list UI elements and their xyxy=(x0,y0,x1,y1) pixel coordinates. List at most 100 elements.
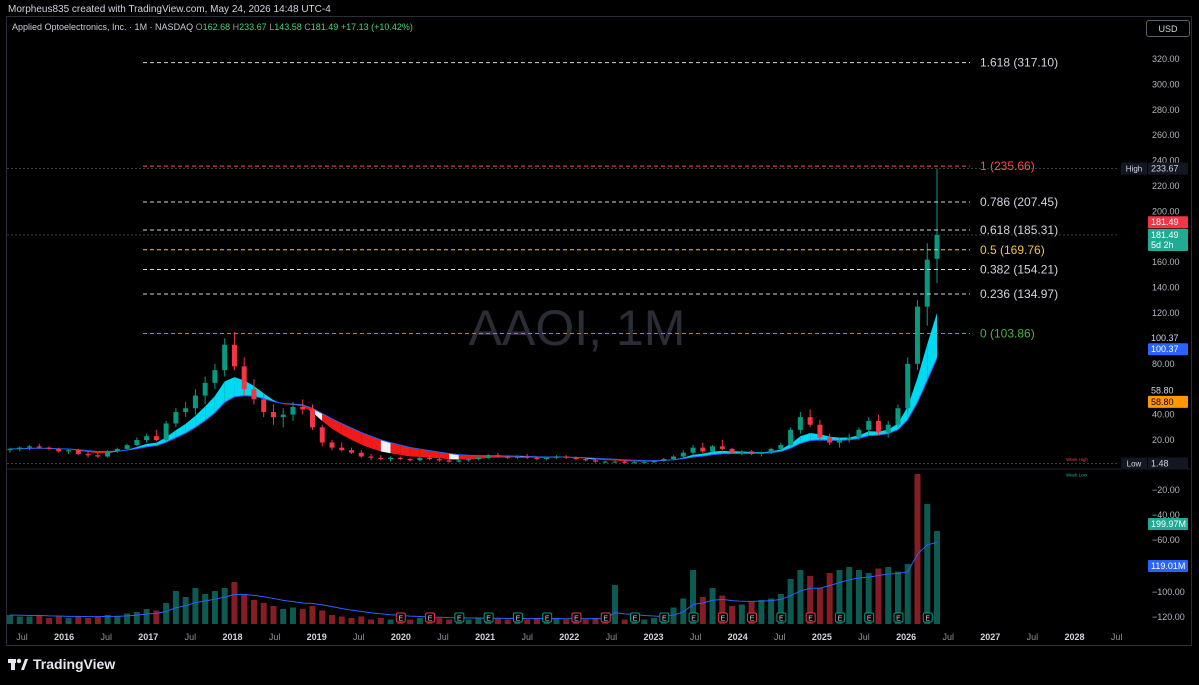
time-axis-label: 2027 xyxy=(980,632,1000,642)
candle-body xyxy=(710,446,716,452)
candle-body xyxy=(75,450,81,454)
earnings-marker-label: E xyxy=(896,616,901,623)
ema-ribbon-segment xyxy=(390,442,401,455)
axis-badge xyxy=(1148,331,1188,344)
tradingview-logo[interactable]: TradingView xyxy=(8,656,115,672)
volume-bar xyxy=(875,568,882,624)
axis-badge-value: 58.80 xyxy=(1151,386,1174,396)
earnings-marker-label: E xyxy=(398,616,403,623)
candle-body xyxy=(300,406,306,410)
earnings-marker-icon xyxy=(425,612,436,623)
volume-bar xyxy=(934,531,940,624)
candle-body xyxy=(700,447,706,452)
earnings-marker-label: E xyxy=(691,616,696,623)
volume-bar xyxy=(504,619,511,624)
volume-bar xyxy=(377,618,384,624)
time-axis-label: Jul xyxy=(690,632,702,642)
candle-body xyxy=(602,461,608,463)
candle-body xyxy=(690,447,696,453)
axis-badge-value: 5d 2h xyxy=(1151,240,1174,250)
axis-badge xyxy=(1148,384,1188,397)
axis-badge-tag xyxy=(1121,162,1147,175)
ema-ribbon-segment xyxy=(400,445,411,457)
time-axis-label: Jul xyxy=(606,632,618,642)
candle-body xyxy=(27,446,33,448)
volume-bar xyxy=(163,603,170,624)
fib-level-label: 0.382 (154.21) xyxy=(980,263,1058,277)
volume-bar xyxy=(231,582,238,624)
ema-ribbon-segment xyxy=(458,454,469,460)
small-marker-label: Week High xyxy=(1066,457,1088,462)
volume-bar xyxy=(299,609,306,624)
volume-bar xyxy=(329,615,336,624)
candle-body xyxy=(758,452,764,454)
earnings-marker-icon xyxy=(893,612,904,623)
footer xyxy=(0,648,1199,685)
candle-body xyxy=(866,420,872,430)
candle-body xyxy=(788,429,794,446)
volume-bar xyxy=(75,616,82,624)
earnings-marker-icon xyxy=(395,612,406,623)
volume-bar xyxy=(758,600,765,624)
price-tick-label: 80.00 xyxy=(1152,359,1175,369)
earnings-marker-icon xyxy=(834,612,845,623)
ema-ribbon-segment xyxy=(371,436,381,452)
price-tick-label: 120.00 xyxy=(1152,308,1180,318)
volume-bar xyxy=(85,618,92,624)
volume-bar xyxy=(777,594,784,624)
volume-bar xyxy=(36,615,43,624)
candle-body xyxy=(388,457,394,460)
earnings-marker-label: E xyxy=(457,616,462,623)
time-axis-label: Jul xyxy=(1111,632,1123,642)
ema-ribbon-segment xyxy=(361,432,372,449)
candle-body xyxy=(192,395,198,409)
volume-bar xyxy=(475,618,482,624)
fib-level-label: 0.236 (134.97) xyxy=(980,287,1058,301)
earnings-marker-label: E xyxy=(838,616,843,623)
volume-bar xyxy=(153,610,160,624)
earnings-marker-icon xyxy=(454,612,465,623)
candle-body xyxy=(46,447,52,449)
low-label: L xyxy=(269,22,275,32)
axis-badge-value: 181.49 xyxy=(1151,230,1179,240)
ema-ribbon-segment xyxy=(683,454,694,459)
earnings-marker-label: E xyxy=(486,616,491,623)
candle-body xyxy=(17,447,23,449)
candle-body xyxy=(202,382,208,396)
candle-body xyxy=(85,453,91,456)
candle-body xyxy=(778,445,784,449)
candle-body xyxy=(251,389,257,400)
candle-body xyxy=(739,451,745,453)
volume-bar xyxy=(104,615,111,624)
open-value: 162.68 xyxy=(202,22,231,32)
fib-level-label: 1 (235.66) xyxy=(980,159,1035,173)
time-axis-label: Jul xyxy=(942,632,954,642)
volume-bar xyxy=(690,570,697,624)
candle-body xyxy=(349,450,355,453)
time-axis-label: 2019 xyxy=(307,632,327,642)
volume-bar xyxy=(124,613,131,624)
high-label: H xyxy=(232,22,240,32)
candle-body xyxy=(729,448,735,453)
candle-body xyxy=(329,442,335,448)
symbol-name: Applied Optoelectronics, Inc. · 1M · NAS… xyxy=(12,22,194,32)
candle-body xyxy=(222,344,228,371)
candle-body xyxy=(339,447,345,451)
time-axis-label: 2023 xyxy=(643,632,663,642)
volume-bar xyxy=(855,570,862,624)
volume-bar xyxy=(846,567,853,624)
currency-button[interactable]: USD xyxy=(1146,20,1190,37)
volume-bar xyxy=(836,570,843,624)
volume-bar xyxy=(709,588,716,624)
axis-badge xyxy=(1148,216,1188,229)
candle-body xyxy=(641,462,647,464)
candle-body xyxy=(212,370,218,383)
ema-ribbon-segment xyxy=(263,393,274,402)
fib-level-label: 0.618 (185.31) xyxy=(980,223,1058,237)
earnings-marker-icon xyxy=(776,612,787,623)
candle-body xyxy=(514,456,520,458)
volume-bar xyxy=(280,609,287,624)
volume-bar xyxy=(621,619,628,624)
earnings-marker-label: E xyxy=(867,616,872,623)
